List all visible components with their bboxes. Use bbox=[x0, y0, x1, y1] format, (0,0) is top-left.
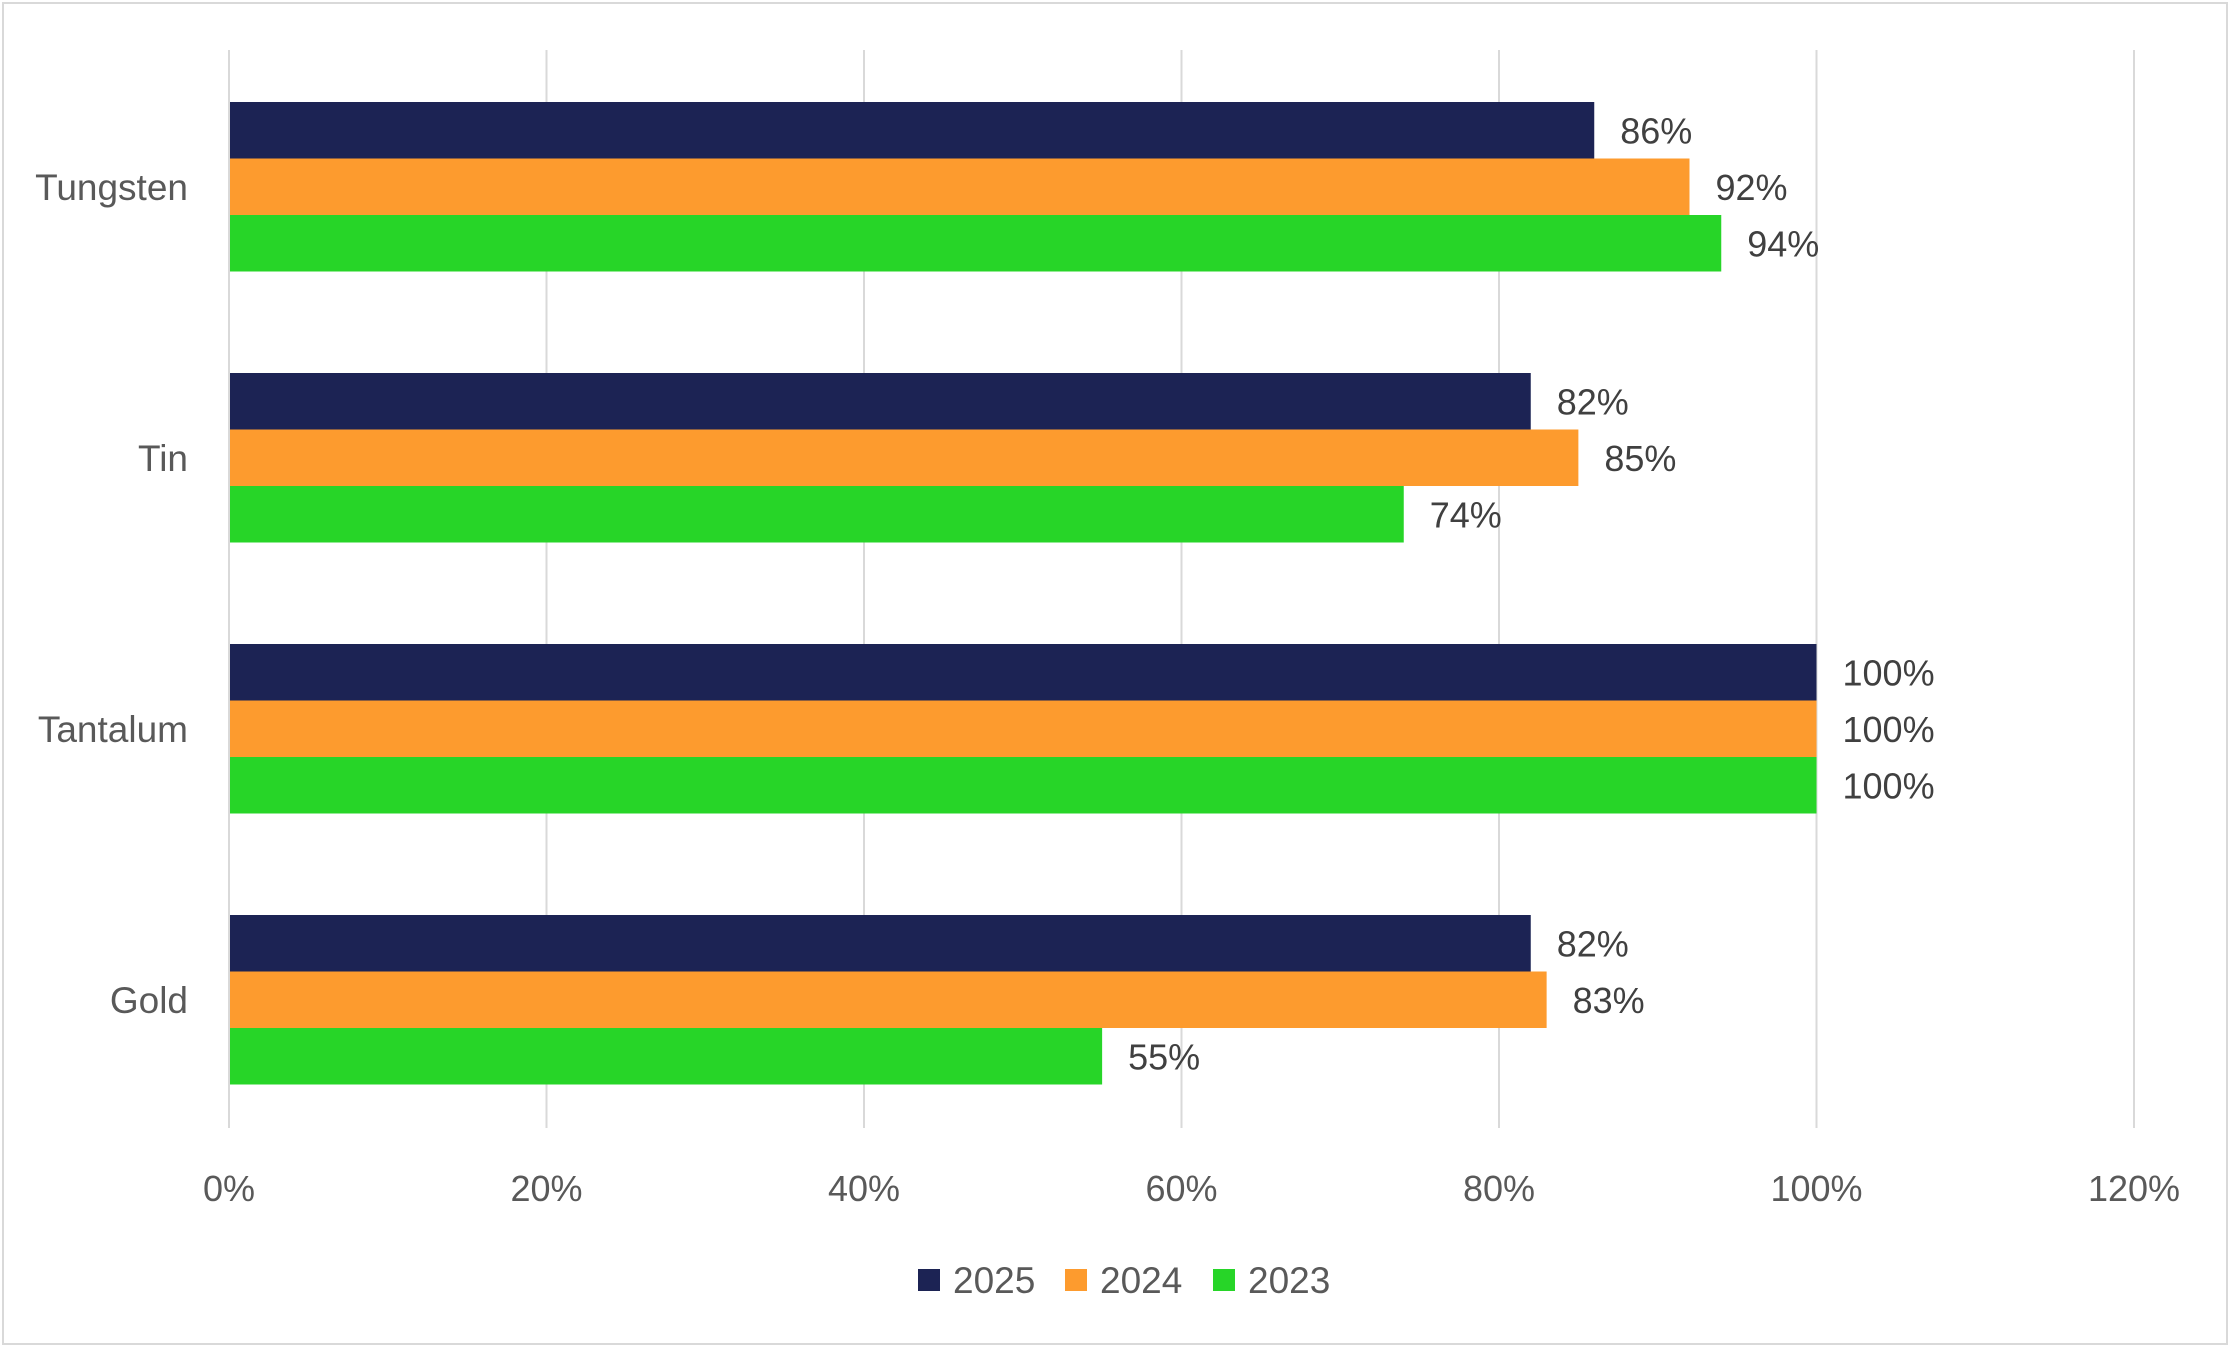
x-tick-label: 60% bbox=[1145, 1168, 1217, 1209]
bar-2025-tungsten bbox=[229, 102, 1595, 159]
category-label: Tantalum bbox=[38, 709, 188, 750]
legend-label: 2025 bbox=[953, 1260, 1035, 1301]
x-tick-label: 100% bbox=[1770, 1168, 1862, 1209]
category-label: Gold bbox=[110, 980, 188, 1021]
legend-label: 2024 bbox=[1100, 1260, 1182, 1301]
bar-2024-tin bbox=[229, 429, 1579, 486]
x-tick-label: 0% bbox=[203, 1168, 255, 1209]
bar-2023-tungsten bbox=[229, 215, 1722, 272]
x-tick-label: 120% bbox=[2088, 1168, 2180, 1209]
bar-2024-tungsten bbox=[229, 158, 1690, 215]
data-label: 82% bbox=[1557, 381, 1629, 422]
bar-2023-tantalum bbox=[229, 757, 1817, 814]
data-label: 100% bbox=[1843, 765, 1935, 806]
data-label: 100% bbox=[1843, 709, 1935, 750]
data-label: 100% bbox=[1843, 652, 1935, 693]
bar-2025-tin bbox=[229, 373, 1531, 430]
data-label: 82% bbox=[1557, 923, 1629, 964]
data-label: 55% bbox=[1128, 1036, 1200, 1077]
data-label: 83% bbox=[1573, 980, 1645, 1021]
bar-2025-gold bbox=[229, 915, 1531, 972]
data-label: 94% bbox=[1747, 223, 1819, 264]
legend-swatch-2023 bbox=[1213, 1269, 1235, 1291]
data-label: 85% bbox=[1604, 438, 1676, 479]
x-tick-label: 20% bbox=[510, 1168, 582, 1209]
bar-2023-gold bbox=[229, 1028, 1103, 1085]
category-label: Tin bbox=[138, 438, 188, 479]
data-label: 92% bbox=[1716, 167, 1788, 208]
bar-2024-tantalum bbox=[229, 700, 1817, 757]
legend-swatch-2025 bbox=[918, 1269, 940, 1291]
x-tick-label: 40% bbox=[828, 1168, 900, 1209]
bar-2025-tantalum bbox=[229, 644, 1817, 701]
bar-2023-tin bbox=[229, 486, 1404, 543]
category-label: Tungsten bbox=[35, 167, 188, 208]
data-label: 74% bbox=[1430, 494, 1502, 535]
legend-swatch-2024 bbox=[1065, 1269, 1087, 1291]
bar-2024-gold bbox=[229, 971, 1547, 1028]
x-tick-label: 80% bbox=[1463, 1168, 1535, 1209]
legend-label: 2023 bbox=[1248, 1260, 1330, 1301]
data-label: 86% bbox=[1620, 110, 1692, 151]
